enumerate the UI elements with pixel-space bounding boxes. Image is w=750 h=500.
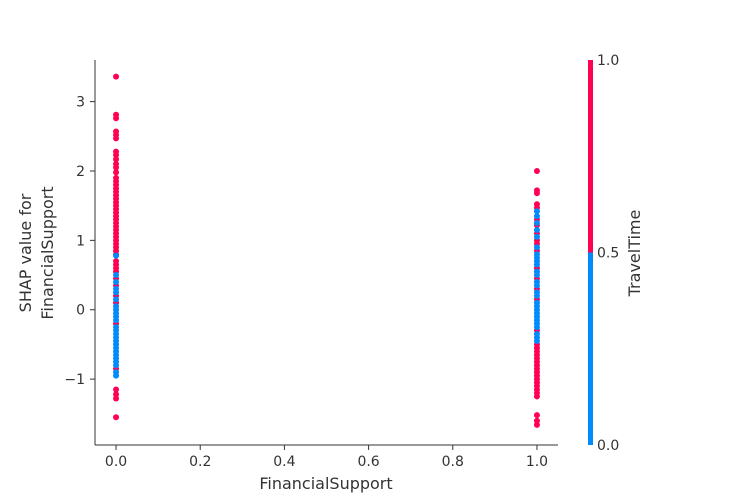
x-tick-label: 0.4 [273,454,295,470]
x-tick-label: 0.2 [189,454,211,470]
y-tick-label: 2 [76,164,85,180]
data-point [533,272,540,279]
data-point [533,233,540,240]
data-point [113,115,120,122]
data-point [113,73,120,80]
data-point [533,220,540,227]
data-point [533,337,540,344]
data-point [113,278,120,285]
colorbar: 0.0 0.5 1.0 [588,53,619,454]
x-ticks: 0.0 0.2 0.4 0.6 0.8 1.0 [105,445,548,470]
data-point [113,386,120,393]
data-point [113,156,120,163]
data-point [113,152,120,159]
data-point [113,164,120,171]
colorbar-low-segment [588,252,593,445]
data-point [533,282,540,289]
data-point [533,226,540,233]
y-axis-title-line-1: SHAP value for [16,193,35,312]
data-point [113,296,120,303]
x-tick-label: 1.0 [526,454,548,470]
data-point [533,393,540,400]
y-axis-title-line-2: FinancialSupport [38,186,57,319]
data-point [533,261,540,268]
y-tick-label: −1 [64,372,85,388]
x-tick-label: 0.6 [357,454,379,470]
y-tick-label: 0 [76,303,85,319]
colorbar-tick-label: 0.5 [597,246,619,262]
data-point [533,190,540,197]
y-tick-label: 1 [76,233,85,249]
colorbar-tick-label: 1.0 [597,53,619,69]
data-point [113,414,120,421]
data-point [113,391,120,398]
y-tick-label: 3 [76,95,85,111]
data-point [113,372,120,379]
x-tick-label: 0.8 [442,454,464,470]
series-1 [113,208,540,379]
data-point [113,362,120,369]
x-tick-label: 0.0 [105,454,127,470]
x-axis-title: FinancialSupport [259,474,392,493]
data-point [533,421,540,428]
y-ticks: −1 0 1 2 3 [64,95,95,388]
plot-area [113,73,540,428]
data-point [113,135,120,142]
data-point [533,167,540,174]
data-point [113,395,120,402]
series-0 [113,73,540,428]
data-point [533,244,540,251]
colorbar-tick-label: 0.0 [597,438,619,454]
data-point [533,292,540,299]
data-point [533,213,540,220]
data-point [113,289,120,296]
colorbar-high-segment [588,60,593,253]
data-point [533,417,540,424]
data-point [533,208,540,215]
colorbar-title: TravelTime [625,210,644,298]
data-point [533,412,540,419]
data-point [533,324,540,331]
data-point [113,252,120,259]
data-point [113,169,120,176]
data-point [113,272,120,279]
data-point [113,317,120,324]
